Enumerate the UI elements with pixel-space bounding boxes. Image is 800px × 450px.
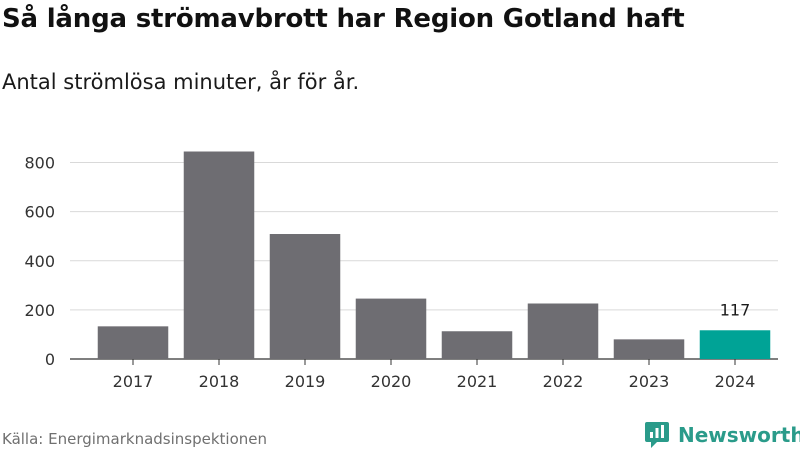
- data-label: 117: [720, 300, 751, 319]
- chart-subtitle: Antal strömlösa minuter, år för år.: [2, 70, 360, 94]
- x-tick-label: 2018: [199, 372, 240, 391]
- bar-2019: [269, 234, 341, 359]
- bar-2023: [613, 339, 685, 359]
- bar-2021: [441, 331, 513, 359]
- x-tick-label: 2017: [113, 372, 154, 391]
- x-tick-label: 2023: [629, 372, 670, 391]
- source-note: Källa: Energimarknadsinspektionen: [2, 430, 268, 448]
- x-tick-label: 2020: [371, 372, 412, 391]
- y-tick-label: 800: [24, 154, 55, 173]
- bar-2018: [183, 151, 255, 359]
- y-tick-label: 200: [24, 301, 55, 320]
- x-tick-label: 2021: [457, 372, 498, 391]
- y-tick-label: 600: [24, 203, 55, 222]
- bar-2024: [699, 330, 771, 359]
- logo-text: Newsworthy: [678, 423, 800, 447]
- bars: [97, 151, 771, 359]
- bar-2017: [97, 326, 169, 359]
- chart-title: Så långa strömavbrott har Region Gotland…: [2, 4, 685, 34]
- y-tick-label: 0: [45, 350, 55, 369]
- data-labels: 117: [720, 300, 751, 319]
- newsworthy-logo: Newsworthy: [644, 421, 800, 449]
- x-tick-label: 2022: [543, 372, 584, 391]
- y-axis-ticks: 0 200 400 600 800: [24, 154, 55, 369]
- x-axis-ticks: 2017 2018 2019 2020 2021 2022 2023 2024: [113, 359, 756, 391]
- bar-2022: [527, 303, 599, 359]
- x-tick-label: 2024: [715, 372, 756, 391]
- newsworthy-logo-icon: [645, 422, 669, 448]
- bar-2020: [355, 298, 427, 359]
- x-tick-label: 2019: [285, 372, 326, 391]
- y-tick-label: 400: [24, 252, 55, 271]
